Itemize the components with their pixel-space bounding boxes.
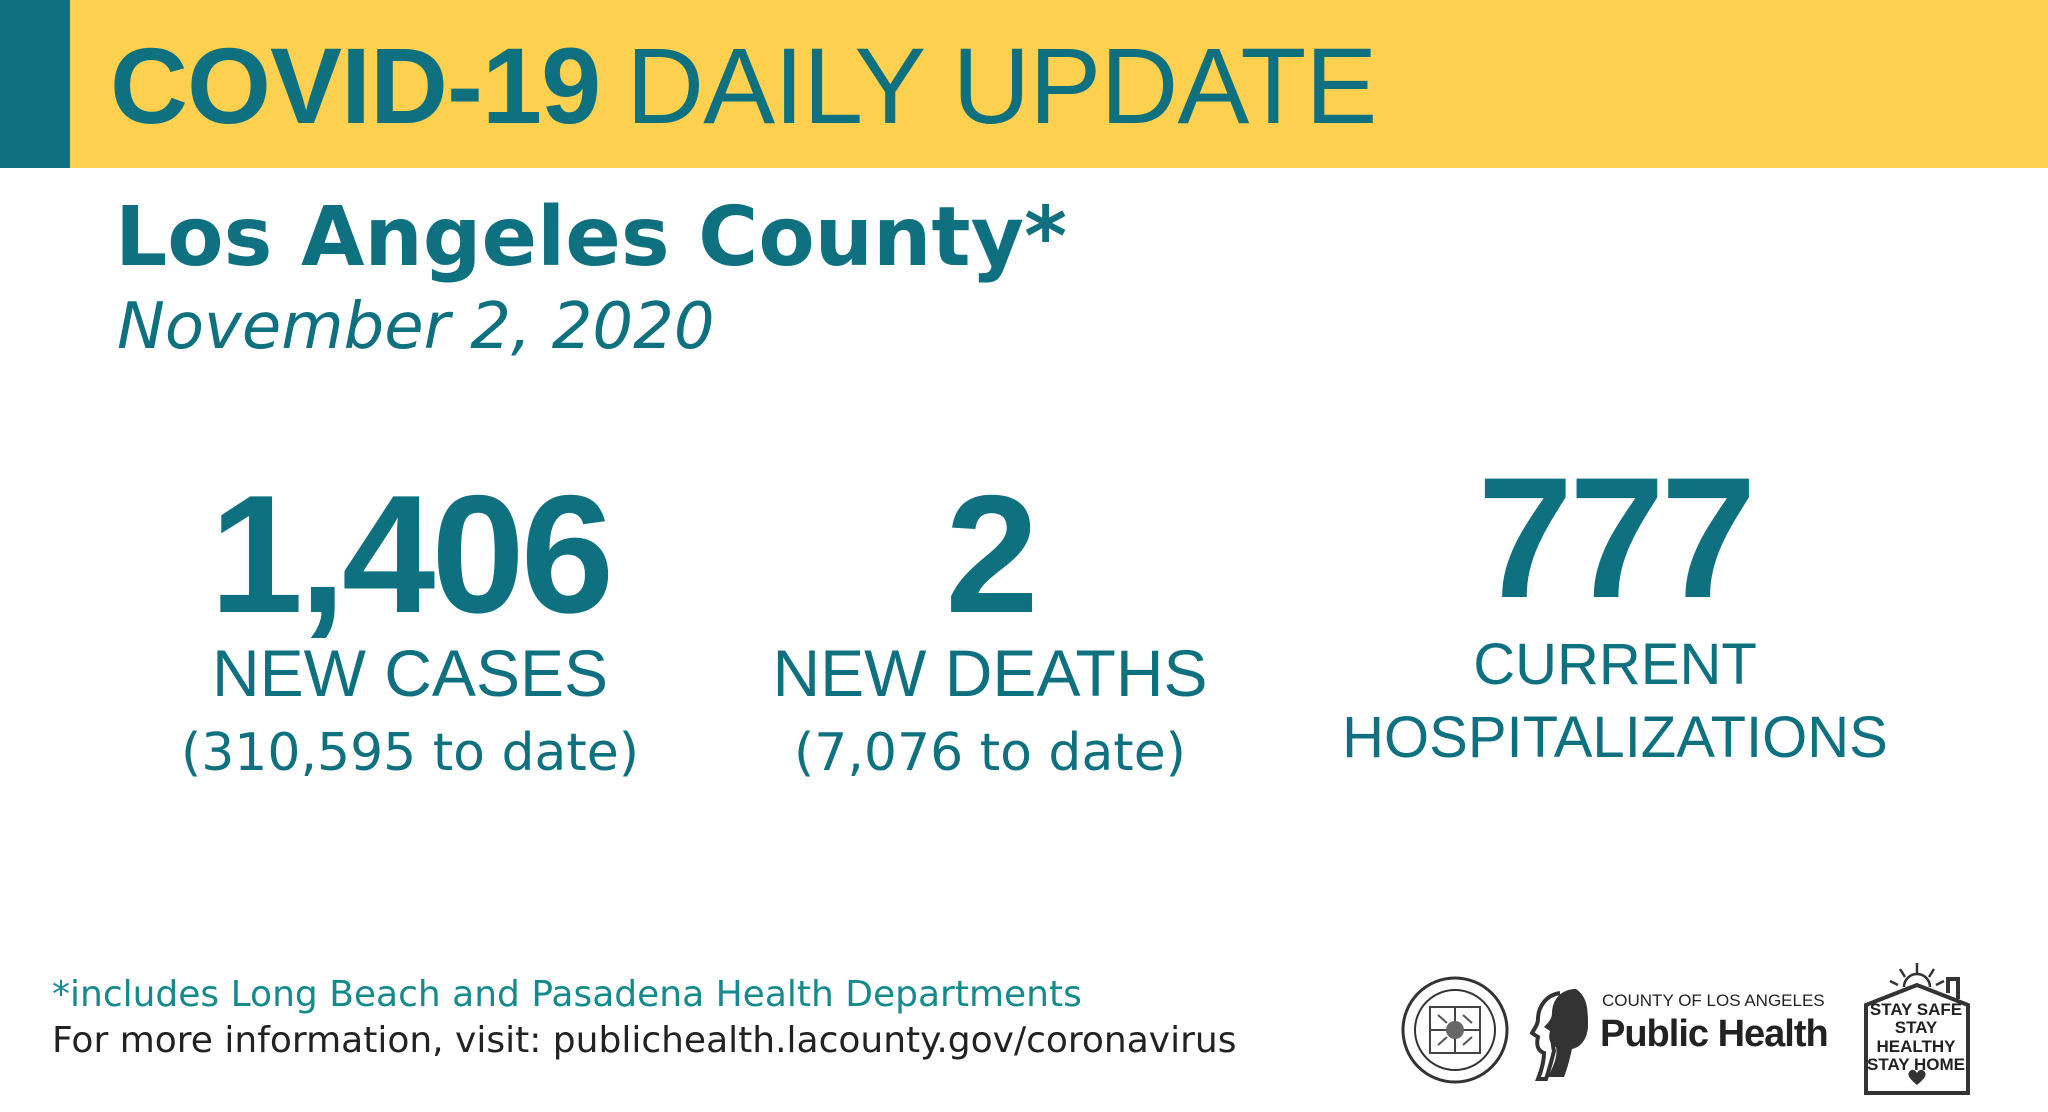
stay-safe-text: STAY SAFE STAY HEALTHY STAY HOME xyxy=(1866,1000,1966,1075)
hospitalizations-stat: 777 CURRENT HOSPITALIZATIONS xyxy=(1330,452,1900,769)
banner-title-rest: DAILY UPDATE xyxy=(626,24,1377,146)
new-deaths-stat: 2 NEW DEATHS (7,076 to date) xyxy=(740,470,1240,783)
banner-title-bold: COVID-19 xyxy=(110,24,601,146)
footnote: *includes Long Beach and Pasadena Health… xyxy=(52,974,1082,1015)
cases-to-date: (310,595 to date) xyxy=(180,723,640,784)
header-banner: COVID-19 DAILY UPDATE xyxy=(0,0,2048,168)
hospitalizations-label-line1: CURRENT xyxy=(1473,632,1757,697)
new-cases-stat: 1,406 NEW CASES (310,595 to date) xyxy=(150,470,670,783)
banner-title: COVID-19 DAILY UPDATE xyxy=(110,20,1377,150)
stay-healthy-line: STAY HEALTHY xyxy=(1876,1018,1956,1056)
stay-home-line: STAY HOME xyxy=(1867,1055,1965,1075)
hospitalizations-label-line2: HOSPITALIZATIONS xyxy=(1342,704,1888,770)
new-deaths-value: 2 xyxy=(945,460,1038,648)
new-cases-value: 1,406 xyxy=(209,460,614,648)
stay-safe-line: STAY SAFE xyxy=(1869,1000,1963,1019)
more-info-link-text: For more information, visit: publichealt… xyxy=(52,1020,1237,1061)
stay-safe-logo: STAY SAFE STAY HEALTHY STAY HOME xyxy=(1860,955,1975,1105)
new-cases-label: NEW CASES xyxy=(211,636,609,710)
report-date: November 2, 2020 xyxy=(117,290,715,364)
house-icon xyxy=(1864,963,1970,1095)
county-heading: Los Angeles County* xyxy=(115,190,1067,285)
public-health-logo: COUNTY OF LOS ANGELES Public Health xyxy=(1530,983,1840,1083)
county-seal-icon xyxy=(1401,976,1509,1084)
profiles-icon xyxy=(1530,989,1588,1081)
public-health-logo-small-text: COUNTY OF LOS ANGELES xyxy=(1602,991,1825,1010)
public-health-logo-big-text: Public Health xyxy=(1600,1013,1829,1055)
new-deaths-label: NEW DEATHS xyxy=(772,636,1208,710)
banner-accent-bar xyxy=(0,0,70,168)
hospitalizations-value: 777 xyxy=(1477,442,1757,634)
deaths-to-date: (7,076 to date) xyxy=(794,723,1186,784)
logo-strip: COUNTY OF LOS ANGELES Public Health STAY… xyxy=(1400,955,2000,1105)
